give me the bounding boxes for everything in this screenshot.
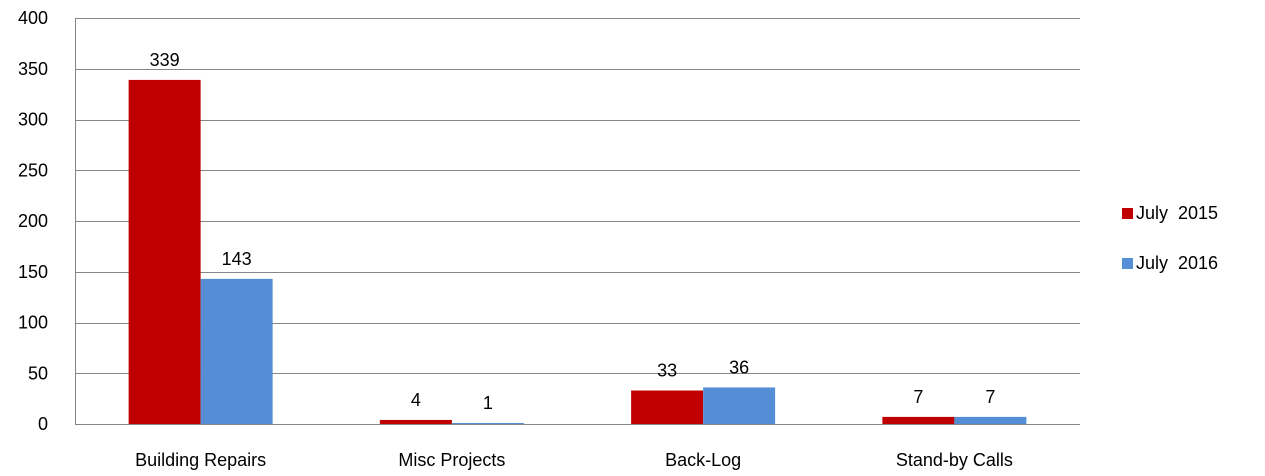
- data-label: 33: [657, 361, 677, 381]
- data-label: 1: [483, 393, 493, 413]
- y-axis-ticks: 0 50 100 150 200 250 300 350 400: [18, 8, 48, 434]
- y-tick-label: 100: [18, 313, 48, 333]
- data-label: 7: [985, 387, 995, 407]
- legend-swatch: [1122, 208, 1133, 219]
- y-tick-label: 150: [18, 262, 48, 282]
- x-axis-ticks: Building Repairs Misc Projects Back-Log Sta…: [135, 450, 1013, 470]
- data-label: 143: [222, 249, 252, 269]
- bar: [703, 387, 776, 424]
- legend-swatch: [1122, 258, 1133, 269]
- legend: July 2015 July 2016: [1122, 203, 1218, 273]
- data-labels: 339 143 4 1 33 36 7 7: [150, 50, 996, 413]
- data-label: 7: [913, 387, 923, 407]
- bar: [882, 416, 955, 424]
- data-label: 36: [729, 357, 749, 377]
- y-tick-label: 300: [18, 110, 48, 130]
- bar: [379, 419, 452, 424]
- bar: [451, 422, 524, 424]
- y-tick-label: 400: [18, 8, 48, 28]
- y-tick-label: 200: [18, 211, 48, 231]
- legend-label: July 2015: [1136, 203, 1218, 223]
- y-tick-label: 250: [18, 160, 48, 180]
- legend-label: July 2016: [1136, 253, 1218, 273]
- y-tick-label: 50: [28, 363, 48, 383]
- x-tick-label: Building Repairs: [135, 450, 266, 470]
- y-tick-label: 0: [38, 414, 48, 434]
- x-tick-label: Back-Log: [665, 450, 741, 470]
- y-tick-label: 350: [18, 59, 48, 79]
- bar: [128, 79, 201, 424]
- bars: [128, 79, 1027, 424]
- bar: [954, 416, 1027, 424]
- bar: [631, 390, 704, 424]
- bar: [200, 278, 273, 424]
- data-label: 339: [150, 50, 180, 70]
- data-label: 4: [411, 390, 421, 410]
- x-tick-label: Stand-by Calls: [896, 450, 1013, 470]
- x-tick-label: Misc Projects: [398, 450, 505, 470]
